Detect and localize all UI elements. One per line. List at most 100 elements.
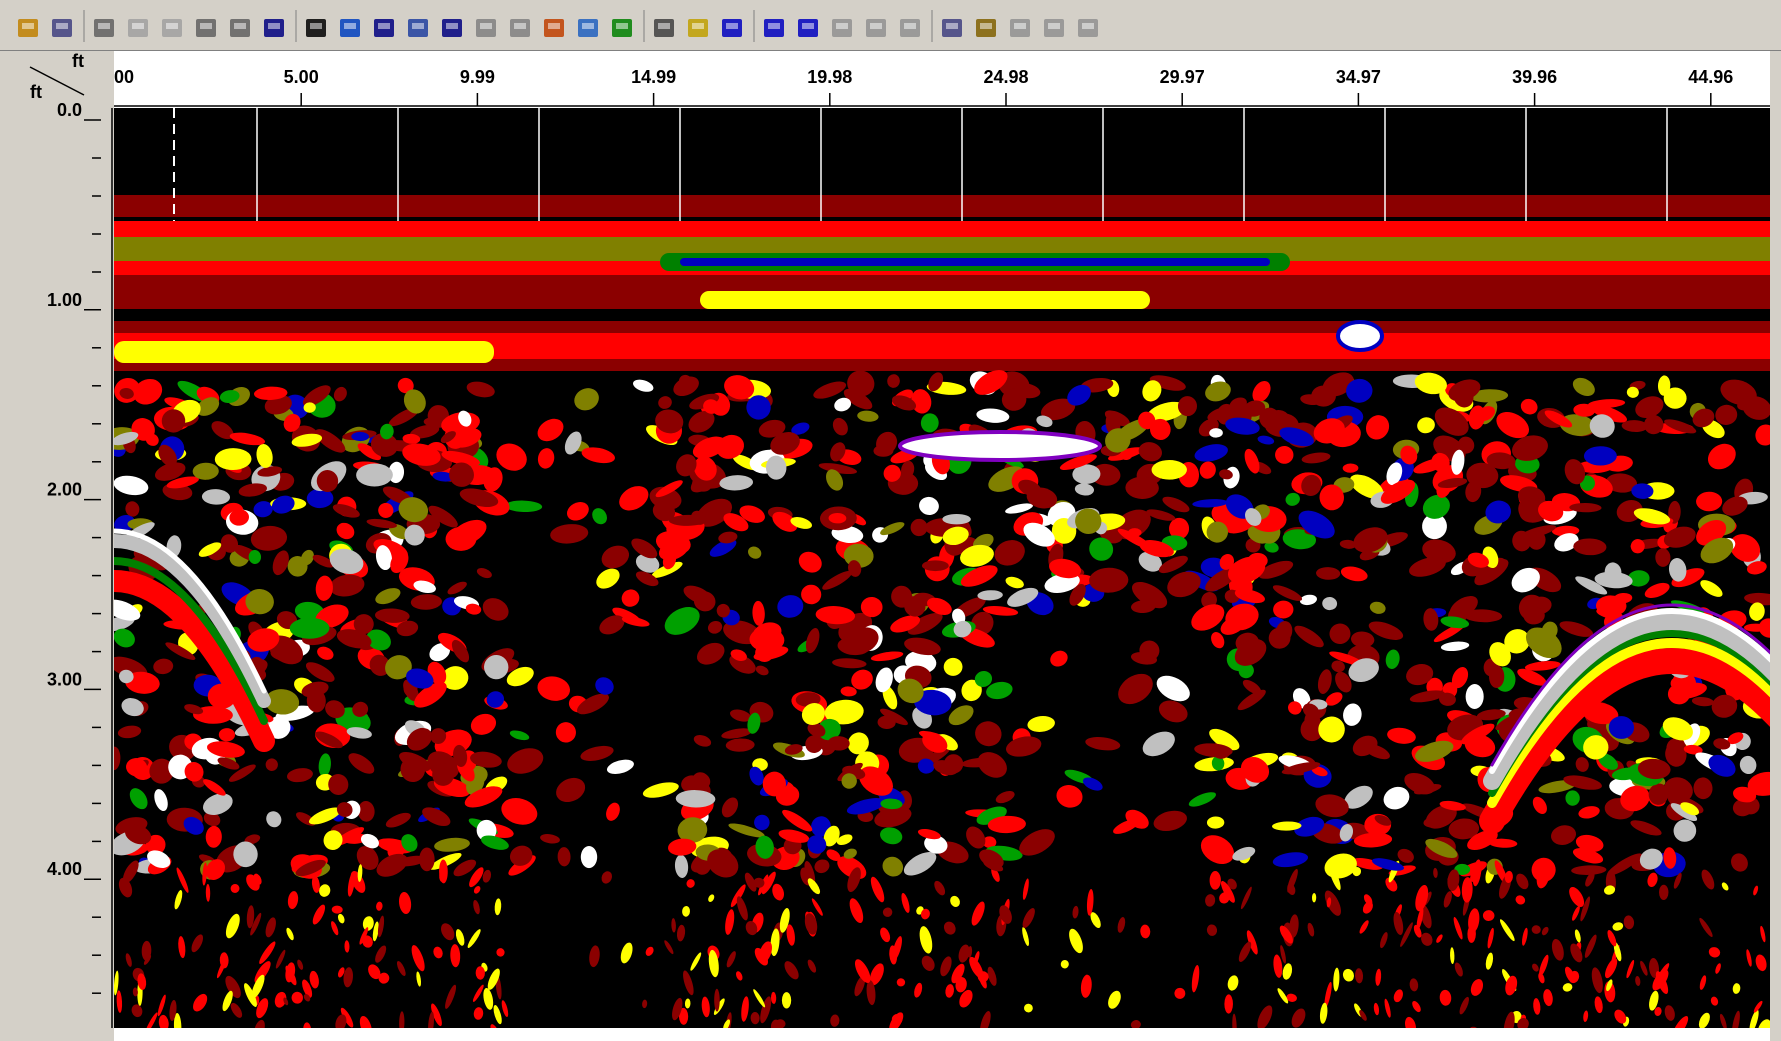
x-tick-label: 00 (114, 67, 134, 87)
button-icon-detail (56, 23, 68, 29)
toolbar-button[interactable] (764, 19, 784, 37)
toolbar-button[interactable] (306, 19, 326, 37)
button-icon-detail (132, 23, 144, 29)
toolbar-button[interactable] (942, 19, 962, 37)
scroll-edge (1770, 51, 1781, 1041)
reflection (1338, 322, 1382, 350)
toolbar-button[interactable] (94, 19, 114, 37)
toolbar-button[interactable] (832, 19, 852, 37)
x-tick-label: 9.99 (460, 67, 495, 87)
button-icon-detail (904, 23, 916, 29)
toolbar-button[interactable] (612, 19, 632, 37)
toolbar-button[interactable] (1078, 19, 1098, 37)
button-icon-detail (658, 23, 670, 29)
y-unit-label: ft (30, 82, 42, 102)
y-tick-label: 1.00 (47, 290, 82, 310)
toolbar-button[interactable] (976, 19, 996, 37)
radargram-view: ft ft 00 5.00 9.99 14.99 19.98 24.98 29.97 34.9… (0, 51, 1781, 1041)
x-tick-label: 24.98 (983, 67, 1028, 87)
toolbar-button[interactable] (408, 19, 428, 37)
reflection (922, 560, 949, 571)
radargram (0, 108, 1781, 1040)
scan-band (114, 221, 1770, 231)
button-icon-detail (726, 23, 738, 29)
x-tick-label: 39.96 (1512, 67, 1557, 87)
reflection (1152, 460, 1187, 480)
toolbar-button[interactable] (162, 19, 182, 37)
depth-ruler-panel (11, 51, 114, 1041)
toolbar-button[interactable] (866, 19, 886, 37)
x-tick-label: 44.96 (1688, 67, 1733, 87)
reflection (782, 992, 791, 1008)
toolbar-button[interactable] (128, 19, 148, 37)
scan-band (700, 291, 1150, 309)
button-icon-detail (946, 23, 958, 29)
button-icon-detail (870, 23, 882, 29)
button-icon-detail (548, 23, 560, 29)
x-tick-label: 34.97 (1336, 67, 1381, 87)
button-icon-detail (1014, 23, 1026, 29)
toolbar-button[interactable] (230, 19, 250, 37)
button-icon-detail (1082, 23, 1094, 29)
reflection (1659, 885, 1669, 900)
button-icon-detail (514, 23, 526, 29)
button-icon-detail (768, 23, 780, 29)
button-icon-detail (378, 23, 390, 29)
toolbar-button[interactable] (544, 19, 564, 37)
button-icon-detail (22, 23, 34, 29)
button-icon-detail (582, 23, 594, 29)
y-tick-label: 0.0 (57, 100, 82, 120)
toolbar-button[interactable] (442, 19, 462, 37)
toolbar-button[interactable] (578, 19, 598, 37)
reflection (419, 847, 434, 871)
y-tick-label: 2.00 (47, 480, 82, 500)
button-icon-detail (446, 23, 458, 29)
button-icon-detail (480, 23, 492, 29)
button-icon-detail (268, 23, 280, 29)
x-tick-label: 29.97 (1160, 67, 1205, 87)
toolbar-button[interactable] (264, 19, 284, 37)
scan-band (114, 195, 1770, 217)
button-icon-detail (98, 23, 110, 29)
toolbar-button[interactable] (52, 19, 72, 37)
toolbar (0, 0, 1781, 51)
button-icon-detail (166, 23, 178, 29)
y-tick-label: 4.00 (47, 859, 82, 879)
toolbar-button[interactable] (688, 19, 708, 37)
toolbar-button[interactable] (1010, 19, 1030, 37)
toolbar-button[interactable] (722, 19, 742, 37)
button-icon-detail (412, 23, 424, 29)
toolbar-button[interactable] (798, 19, 818, 37)
button-icon-detail (310, 23, 322, 29)
button-icon-detail (344, 23, 356, 29)
toolbar-button[interactable] (476, 19, 496, 37)
toolbar-button[interactable] (1044, 19, 1064, 37)
x-tick-label: 19.98 (807, 67, 852, 87)
scan-band (114, 341, 494, 363)
toolbar-button[interactable] (374, 19, 394, 37)
reflection (942, 514, 971, 524)
toolbar-button[interactable] (18, 19, 38, 37)
toolbar-button[interactable] (340, 19, 360, 37)
button-icon-detail (802, 23, 814, 29)
reflection (900, 432, 1100, 460)
toolbar-button[interactable] (900, 19, 920, 37)
x-unit-label: ft (72, 51, 84, 71)
button-icon-detail (692, 23, 704, 29)
toolbar-button[interactable] (654, 19, 674, 37)
x-tick-label: 14.99 (631, 67, 676, 87)
reflection (581, 846, 597, 868)
toolbar-button[interactable] (196, 19, 216, 37)
reflection (1466, 684, 1484, 709)
button-icon-detail (836, 23, 848, 29)
y-tick-label: 3.00 (47, 669, 82, 689)
toolbar-button[interactable] (510, 19, 530, 37)
button-icon-detail (980, 23, 992, 29)
button-icon-detail (1048, 23, 1060, 29)
scan-band (680, 258, 1270, 266)
toolbar-icons (0, 0, 1781, 50)
button-icon-detail (616, 23, 628, 29)
x-tick-label: 5.00 (284, 67, 319, 87)
button-icon-detail (200, 23, 212, 29)
app-window: ft ft 00 5.00 9.99 14.99 19.98 24.98 29.97 34.9… (0, 0, 1781, 1041)
